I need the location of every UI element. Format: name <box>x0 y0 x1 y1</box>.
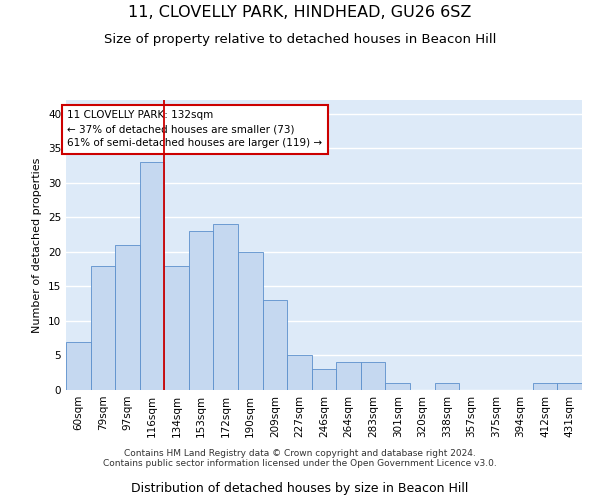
Bar <box>140 162 164 390</box>
Text: Contains public sector information licensed under the Open Government Licence v3: Contains public sector information licen… <box>103 458 497 468</box>
Bar <box>115 245 140 390</box>
Bar <box>189 231 214 390</box>
Text: Distribution of detached houses by size in Beacon Hill: Distribution of detached houses by size … <box>131 482 469 495</box>
Bar <box>336 362 361 390</box>
Bar <box>287 356 312 390</box>
Y-axis label: Number of detached properties: Number of detached properties <box>32 158 43 332</box>
Bar <box>557 383 582 390</box>
Bar <box>361 362 385 390</box>
Bar <box>238 252 263 390</box>
Bar <box>214 224 238 390</box>
Bar <box>66 342 91 390</box>
Text: 11, CLOVELLY PARK, HINDHEAD, GU26 6SZ: 11, CLOVELLY PARK, HINDHEAD, GU26 6SZ <box>128 5 472 20</box>
Bar <box>164 266 189 390</box>
Bar <box>263 300 287 390</box>
Text: Size of property relative to detached houses in Beacon Hill: Size of property relative to detached ho… <box>104 32 496 46</box>
Bar <box>91 266 115 390</box>
Bar <box>533 383 557 390</box>
Text: Contains HM Land Registry data © Crown copyright and database right 2024.: Contains HM Land Registry data © Crown c… <box>124 448 476 458</box>
Bar <box>385 383 410 390</box>
Text: 11 CLOVELLY PARK: 132sqm
← 37% of detached houses are smaller (73)
61% of semi-d: 11 CLOVELLY PARK: 132sqm ← 37% of detach… <box>67 110 322 148</box>
Bar <box>312 370 336 390</box>
Bar <box>434 383 459 390</box>
